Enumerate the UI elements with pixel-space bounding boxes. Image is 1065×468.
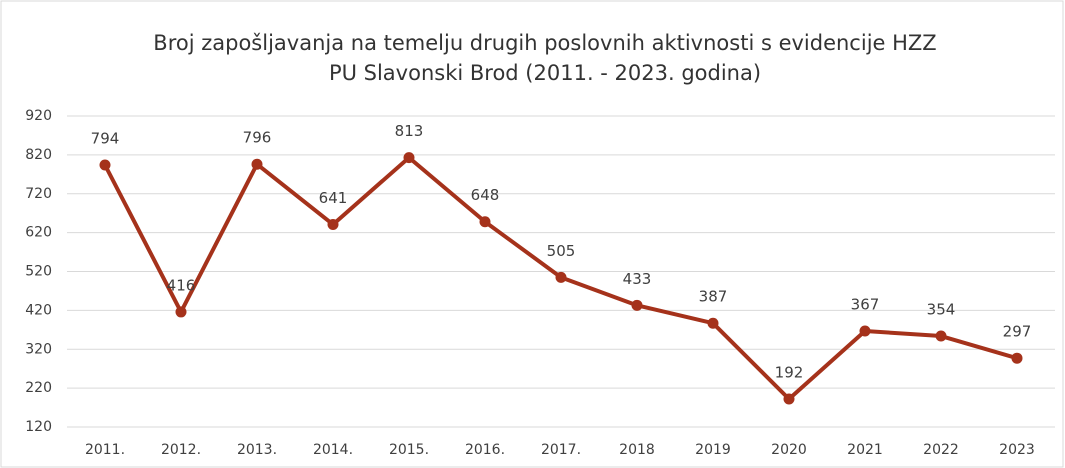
data-point: [555, 271, 567, 283]
x-tick-label: 2014.: [313, 442, 353, 458]
data-point: [175, 306, 187, 318]
data-point: [707, 317, 719, 329]
data-label: 192: [775, 364, 804, 382]
data-label: 387: [699, 288, 728, 306]
y-tick-label: 420: [25, 302, 52, 318]
data-label: 796: [243, 129, 272, 147]
chart-title: Broj zapošljavanja na temelju drugih pos…: [153, 31, 936, 55]
x-tick-label: 2015.: [389, 442, 429, 458]
x-tick-label: 2023: [999, 442, 1035, 458]
data-point: [327, 218, 339, 230]
data-point: [783, 393, 795, 405]
data-point: [479, 216, 491, 228]
y-tick-label: 520: [25, 264, 52, 280]
data-point: [99, 159, 111, 171]
x-tick-label: 2022: [923, 442, 959, 458]
data-label: 416: [167, 276, 196, 294]
data-label: 354: [927, 301, 956, 319]
y-tick-label: 620: [25, 225, 52, 241]
data-point: [631, 299, 643, 311]
x-tick-label: 2012.: [161, 442, 201, 458]
y-tick-label: 220: [25, 380, 52, 396]
chart-title: PU Slavonski Brod (2011. - 2023. godina): [329, 61, 761, 85]
y-tick-label: 820: [25, 147, 52, 163]
x-tick-label: 2016.: [465, 442, 505, 458]
data-label: 505: [547, 242, 576, 260]
y-tick-label: 720: [25, 186, 52, 202]
data-label: 648: [471, 186, 500, 204]
data-label: 297: [1003, 323, 1032, 341]
y-tick-label: 920: [25, 108, 52, 124]
x-tick-label: 2013.: [237, 442, 277, 458]
y-tick-label: 320: [25, 341, 52, 357]
x-tick-label: 2018: [619, 442, 655, 458]
data-point: [251, 158, 263, 170]
data-label: 641: [319, 189, 348, 207]
data-point: [859, 325, 871, 337]
y-tick-label: 120: [25, 419, 52, 435]
x-tick-label: 2017.: [541, 442, 581, 458]
data-point: [935, 330, 947, 342]
data-label: 433: [623, 270, 652, 288]
data-label: 813: [395, 122, 424, 140]
data-point: [1011, 352, 1023, 364]
x-tick-label: 2021: [847, 442, 883, 458]
x-tick-label: 2020: [771, 442, 807, 458]
data-point: [403, 152, 415, 164]
data-label: 367: [851, 295, 880, 313]
x-tick-label: 2011.: [85, 442, 125, 458]
x-tick-label: 2019: [695, 442, 731, 458]
data-label: 794: [91, 129, 120, 147]
